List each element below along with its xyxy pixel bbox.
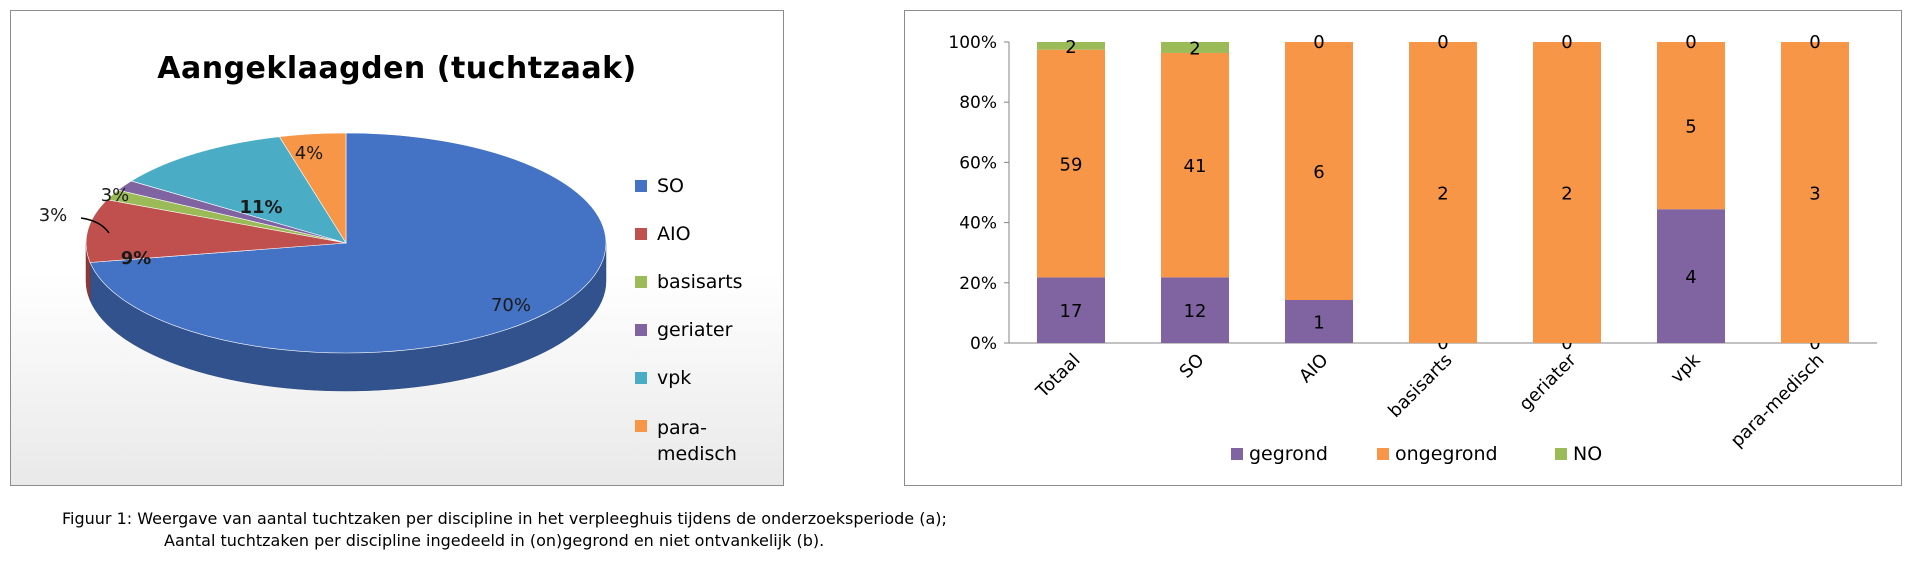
figure-caption: Figuur 1: Weergave van aantal tuchtzaken… (62, 508, 947, 552)
x-category-label: SO (1176, 350, 1209, 383)
pie-slice-para-medisch (278, 132, 347, 245)
bar-segment-ongegrond (1037, 49, 1105, 278)
bar-segment-gegrond (1037, 277, 1105, 343)
pie-legend-item: para-medisch (635, 415, 737, 467)
bar-segment-NO (1037, 42, 1105, 50)
x-category-label: para-medisch (1727, 350, 1829, 452)
bar-segment-gegrond (1285, 300, 1353, 343)
y-tick-label: 80% (959, 93, 997, 113)
legend-swatch (635, 228, 647, 240)
legend-label: SO (657, 175, 685, 197)
bar-data-label: 0 (1809, 32, 1820, 53)
pie-legend-item: vpk (635, 367, 691, 389)
bar-segment-ongegrond (1285, 42, 1353, 300)
legend-label: geriater (657, 319, 733, 341)
y-tick-label: 0% (970, 334, 997, 354)
bar-data-label: 0 (1685, 32, 1696, 53)
bar-data-label: 2 (1561, 184, 1572, 205)
bar-data-label: 0 (1437, 333, 1448, 354)
bar-data-label: 0 (1809, 333, 1820, 354)
x-category-label: vpk (1667, 349, 1705, 387)
bar-segment-ongegrond (1657, 42, 1725, 210)
bar-segment-ongegrond (1533, 42, 1601, 343)
x-category-label: geriater (1515, 349, 1581, 415)
bar-segment-NO (1161, 42, 1229, 53)
legend-label: vpk (657, 367, 692, 389)
y-tick-label: 100% (948, 33, 997, 53)
caption-line-1: Figuur 1: Weergave van aantal tuchtzaken… (62, 509, 947, 528)
bar-data-label: 12 (1184, 301, 1207, 322)
bar-data-label: 1 (1313, 313, 1324, 334)
bar-legend-item: ongegrond (1377, 443, 1498, 465)
x-category-label: Totaal (1031, 350, 1084, 403)
bar-chart-svg: 0% 20% 40% 60% 80% 100% 17 59 2 Totaal 12 41 2 SO 1 6 0 A… (948, 32, 1877, 452)
legend-swatch (635, 420, 647, 432)
legend-label-part: medisch (657, 443, 737, 465)
bar-data-label: 6 (1313, 162, 1324, 183)
legend-swatch (1555, 448, 1567, 460)
pie-label-geriater: 3% (101, 185, 130, 206)
pie-label-SO: 70% (491, 295, 531, 316)
bar-data-label: 0 (1561, 32, 1572, 53)
bar-data-label: 5 (1685, 117, 1696, 138)
bar-segment-gegrond (1161, 277, 1229, 343)
bar-data-label: 59 (1060, 155, 1083, 176)
legend-label: NO (1573, 443, 1603, 465)
legend-label: AIO (657, 223, 691, 245)
x-category-label: basisarts (1384, 350, 1456, 422)
pie-slice-vpk (130, 136, 347, 244)
bar-segment-gegrond (1657, 209, 1725, 343)
bar-data-label: 41 (1184, 156, 1207, 177)
pie-label-basisarts: 3% (39, 205, 68, 226)
y-tick-label: 40% (959, 214, 997, 234)
pie-chart-svg: 70% 9% 3% 3% 11% 4% (39, 132, 607, 392)
y-tick-label: 20% (959, 274, 997, 294)
pie-legend-item: AIO (635, 223, 691, 245)
bar-legend-item: NO (1555, 443, 1602, 465)
pie-chart-title: Aangeklaagden (tuchtzaak) (157, 51, 637, 86)
y-tick-label: 60% (959, 153, 997, 173)
bar-data-label: 17 (1060, 301, 1083, 322)
bar-segment-ongegrond (1781, 42, 1849, 343)
legend-swatch (635, 276, 647, 288)
pie-leader-line (80, 217, 110, 234)
x-category-label: AIO (1295, 350, 1332, 387)
bar-segment-ongegrond (1161, 52, 1229, 278)
bar-legend-item: gegrond (1231, 443, 1328, 465)
pie-slice-SO (89, 132, 607, 354)
legend-swatch (635, 372, 647, 384)
bar-segment-ongegrond (1409, 42, 1477, 343)
bar-data-label: 2 (1437, 184, 1448, 205)
pie-label-vpk: 11% (239, 197, 282, 218)
caption-line-2: Aantal tuchtzaken per discipline ingedee… (164, 531, 825, 550)
bar-data-label: 4 (1685, 267, 1696, 288)
bar-data-label: 2 (1065, 37, 1076, 58)
legend-label: gegrond (1249, 443, 1328, 465)
legend-swatch (635, 180, 647, 192)
pie-legend-item: basisarts (635, 271, 743, 293)
pie-label-para-medisch: 4% (295, 143, 324, 164)
legend-swatch (1377, 448, 1389, 460)
legend-label-part: para- (657, 417, 708, 439)
bar-data-label: 0 (1561, 333, 1572, 354)
pie-label-AIO: 9% (121, 248, 152, 269)
legend-label: para-medisch (657, 415, 737, 467)
bar-data-label: 0 (1437, 32, 1448, 53)
legend-label: ongegrond (1395, 443, 1498, 465)
pie-chart-panel: Aangeklaagden (tuchtzaak) 70% 9% 3% 3% 11% 4%… (10, 10, 784, 486)
pie-legend-item: geriater (635, 319, 732, 341)
bar-data-label: 3 (1809, 184, 1820, 205)
pie-slice-AIO (85, 199, 347, 263)
legend-swatch (635, 324, 647, 336)
bar-data-label: 0 (1313, 32, 1324, 53)
pie-legend-item: SO (635, 175, 684, 197)
bar-data-label: 2 (1189, 38, 1200, 59)
legend-swatch (1231, 448, 1243, 460)
bar-chart-panel: 0% 20% 40% 60% 80% 100% 17 59 2 Totaal 12 41 2 SO 1 6 0 A… (904, 10, 1902, 486)
legend-label: basisarts (657, 271, 743, 293)
